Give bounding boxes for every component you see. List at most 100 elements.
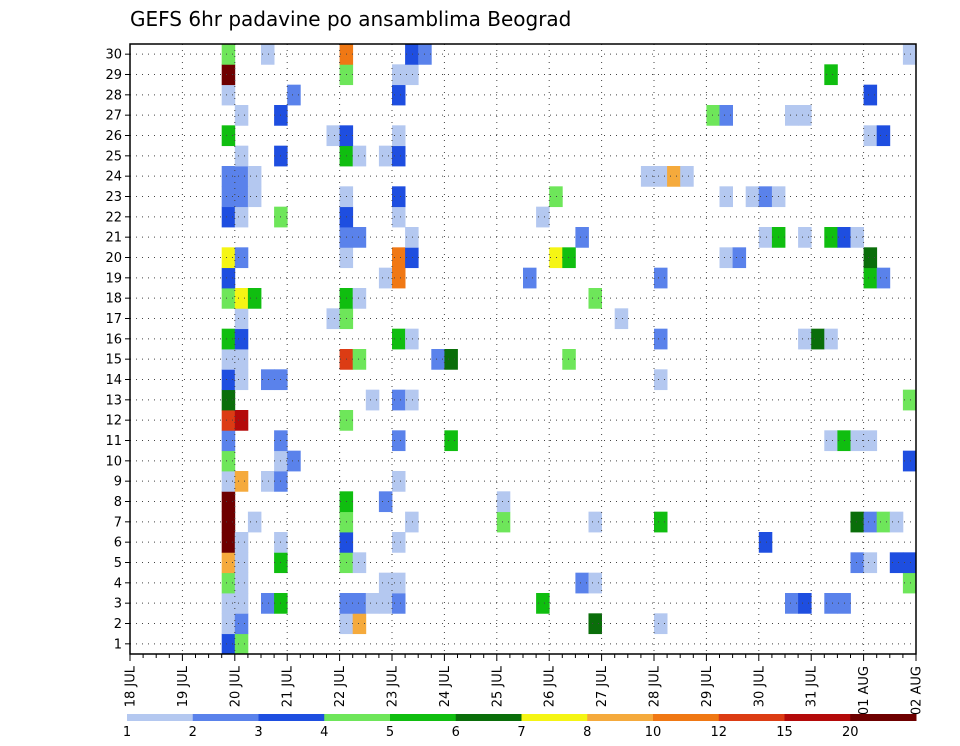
heatmap-cell xyxy=(562,247,576,269)
heatmap-cell xyxy=(588,572,602,594)
x-tick-label: 02 AUG xyxy=(910,666,925,715)
colorbar-swatch xyxy=(718,714,785,721)
heatmap-cell xyxy=(902,389,917,411)
heatmap-cell xyxy=(378,145,393,167)
heatmap-cell xyxy=(392,593,406,614)
heatmap-cell xyxy=(588,288,602,309)
heatmap-cell xyxy=(549,186,563,208)
heatmap-cell xyxy=(785,593,799,614)
y-tick-label: 29 xyxy=(105,68,122,83)
heatmap-cell xyxy=(287,450,301,472)
heatmap-cell xyxy=(378,267,393,289)
y-tick-label: 17 xyxy=(105,312,122,327)
x-tick-label: 27 JUL xyxy=(595,665,610,707)
y-tick-label: 8 xyxy=(114,495,122,510)
heatmap-cell xyxy=(326,308,340,330)
heatmap-cell xyxy=(785,105,799,126)
heatmap-cell xyxy=(234,471,249,492)
y-tick-label: 22 xyxy=(105,210,122,225)
heatmap-cell xyxy=(221,572,236,594)
heatmap-cell xyxy=(654,613,668,635)
heatmap-cell xyxy=(392,186,406,208)
y-tick-label: 18 xyxy=(105,292,122,307)
heatmap-cell xyxy=(365,389,380,411)
heatmap-cell xyxy=(392,145,406,167)
heatmap-cell xyxy=(431,349,445,370)
heatmap-cell xyxy=(352,227,367,248)
heatmap-cell xyxy=(378,491,393,513)
colorbar-label: 5 xyxy=(386,725,394,740)
heatmap-cell xyxy=(902,44,917,65)
heatmap-cell xyxy=(824,430,838,452)
colorbar-label: 7 xyxy=(517,725,525,740)
colorbar-label: 20 xyxy=(842,725,859,740)
colorbar-label: 10 xyxy=(645,725,662,740)
heatmap-cell xyxy=(221,186,236,208)
heatmap-cell xyxy=(221,410,236,431)
heatmap-cell xyxy=(247,288,262,309)
heatmap-cell xyxy=(654,511,668,533)
chart-title: GEFS 6hr padavine po ansamblima Beograd xyxy=(130,7,571,31)
y-tick-label: 16 xyxy=(105,332,122,347)
heatmap-cell xyxy=(352,145,367,167)
heatmap-cell xyxy=(352,552,367,574)
heatmap-cell xyxy=(234,308,249,330)
colorbar-swatch xyxy=(390,714,457,721)
heatmap-cell xyxy=(352,593,367,614)
colorbar-label: 2 xyxy=(189,725,197,740)
heatmap-cell xyxy=(352,288,367,309)
heatmap-cell xyxy=(234,186,249,208)
colorbar-label: 6 xyxy=(452,725,460,740)
y-tick-label: 13 xyxy=(105,393,122,408)
heatmap-cell xyxy=(876,511,891,533)
colorbar-legend: 1 2 3 4 5 6 7 8 10 12 15 20 xyxy=(123,714,917,740)
heatmap-cell xyxy=(640,166,655,187)
y-tick-label: 9 xyxy=(114,475,122,490)
heatmap-cell xyxy=(654,166,668,187)
heatmap-cell xyxy=(824,593,838,614)
heatmap-cell xyxy=(234,572,249,594)
heatmap-cell xyxy=(863,125,878,147)
heatmap-cell xyxy=(876,267,891,289)
heatmap-cell xyxy=(234,532,249,553)
colorbar-swatch xyxy=(653,714,720,721)
heatmap-cell xyxy=(221,328,236,350)
heatmap-cell xyxy=(247,511,262,533)
heatmap-cell xyxy=(405,389,419,411)
heatmap-cell xyxy=(876,125,891,147)
heatmap-cell xyxy=(444,349,458,370)
heatmap-cell xyxy=(261,593,275,614)
heatmap-cell xyxy=(863,267,878,289)
heatmap-cell xyxy=(575,572,589,594)
heatmap-cell xyxy=(234,145,249,167)
y-tick-label: 27 xyxy=(105,109,122,124)
heatmap-cell xyxy=(902,450,917,472)
heatmap-cell xyxy=(850,511,864,533)
heatmap-cell xyxy=(234,410,249,431)
colorbar-swatch xyxy=(587,714,654,721)
x-tick-label: 01 AUG xyxy=(857,666,872,715)
x-tick-label: 31 JUL xyxy=(805,665,820,707)
heatmap-cell xyxy=(405,511,419,533)
x-tick-label: 26 JUL xyxy=(543,665,558,707)
colorbar-label: 8 xyxy=(583,725,591,740)
y-tick-label: 25 xyxy=(105,149,122,164)
y-tick-label: 21 xyxy=(105,231,122,246)
heatmap-cell xyxy=(798,593,812,614)
heatmap-cell xyxy=(745,186,760,208)
heatmap-cell xyxy=(680,166,694,187)
heatmap-cell xyxy=(850,227,864,248)
heatmap-cell xyxy=(326,125,340,147)
heatmap-cell xyxy=(758,227,773,248)
heatmap-cell xyxy=(221,511,236,533)
heatmap-cell xyxy=(392,206,406,228)
heatmap-cell xyxy=(588,511,602,533)
x-tick-label: 18 JUL xyxy=(124,665,139,707)
y-tick-label: 19 xyxy=(105,271,122,286)
y-tick-label: 12 xyxy=(105,414,122,429)
heatmap-cell xyxy=(654,328,668,350)
y-tick-label: 6 xyxy=(114,536,122,551)
heatmap-cell xyxy=(392,84,406,106)
heatmap-cell xyxy=(221,613,236,635)
x-tick-label: 21 JUL xyxy=(281,665,296,707)
